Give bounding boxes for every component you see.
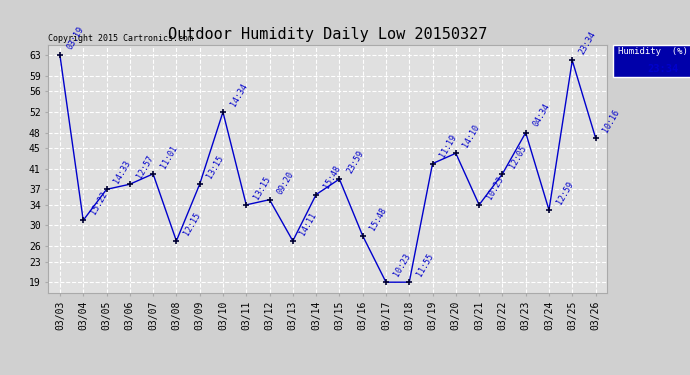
Text: 12:05: 12:05	[508, 144, 529, 170]
Text: 11:55: 11:55	[415, 252, 435, 278]
Text: 10:23: 10:23	[391, 252, 412, 278]
FancyBboxPatch shape	[613, 45, 690, 77]
Text: 10:23: 10:23	[484, 174, 505, 201]
Title: Outdoor Humidity Daily Low 20150327: Outdoor Humidity Daily Low 20150327	[168, 27, 487, 42]
Text: 15:48: 15:48	[322, 164, 342, 190]
Text: 12:59: 12:59	[555, 180, 575, 206]
Text: 15:48: 15:48	[368, 206, 388, 232]
Text: Humidity  (%): Humidity (%)	[618, 48, 688, 57]
Text: 12:57: 12:57	[135, 154, 156, 180]
Text: 10:16: 10:16	[601, 108, 622, 134]
Text: 11:19: 11:19	[438, 133, 458, 159]
Text: 15:22: 15:22	[89, 190, 109, 216]
Text: 04:34: 04:34	[531, 102, 551, 129]
Text: 23:34: 23:34	[578, 30, 598, 56]
Text: 14:11: 14:11	[298, 211, 319, 237]
Text: 23:34: 23:34	[647, 63, 679, 74]
Text: 14:33: 14:33	[112, 159, 132, 185]
Text: 13:15: 13:15	[252, 174, 272, 201]
Text: 12:15: 12:15	[182, 211, 202, 237]
Text: 13:15: 13:15	[205, 154, 226, 180]
Text: 14:34: 14:34	[228, 82, 249, 108]
Text: 14:10: 14:10	[462, 123, 482, 149]
Text: 23:59: 23:59	[345, 149, 365, 175]
Text: 03:19: 03:19	[66, 25, 86, 51]
Text: 11:01: 11:01	[159, 144, 179, 170]
Text: Copyright 2015 Cartronics.com: Copyright 2015 Cartronics.com	[48, 33, 193, 42]
Text: 09:20: 09:20	[275, 170, 295, 195]
